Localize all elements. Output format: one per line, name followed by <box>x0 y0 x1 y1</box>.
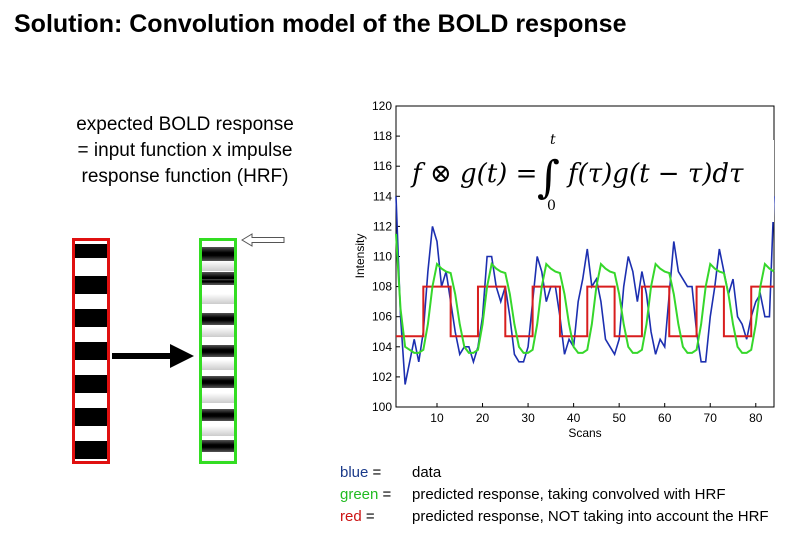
x-tick-label: 10 <box>430 411 444 425</box>
blue-series-line <box>395 196 775 385</box>
x-tick-label: 20 <box>476 411 490 425</box>
y-tick-label: 100 <box>372 400 392 414</box>
legend-equals: = <box>361 508 375 525</box>
input-band <box>75 441 107 459</box>
integral-upper-limit: t <box>550 132 556 148</box>
explanation-line-1: expected BOLD response <box>76 114 294 135</box>
x-tick-label: 60 <box>658 411 672 425</box>
equation-lhs: f ⊗ g(t) = <box>410 159 537 189</box>
hrf-convolved-stimulus <box>199 238 237 464</box>
y-tick-label: 112 <box>373 219 392 233</box>
legend-key: blue = <box>340 462 412 484</box>
x-tick-label: 40 <box>567 411 581 425</box>
y-tick-label: 108 <box>372 280 392 294</box>
input-band <box>75 309 107 327</box>
input-band <box>75 408 107 426</box>
y-tick-label: 106 <box>372 310 392 324</box>
hrf-band <box>202 345 234 357</box>
legend-color-name: red <box>340 508 362 525</box>
hrf-band <box>202 376 234 388</box>
x-axis-label: Scans <box>568 426 601 440</box>
bold-response-chart: 100 102 104 106 108 110 112 114 116 118 120 10 20 30… <box>353 99 775 440</box>
integral-lower-limit: 0 <box>547 198 556 214</box>
input-band <box>75 375 107 393</box>
legend-description: predicted response, NOT taking into acco… <box>412 508 769 525</box>
convolution-equation: f ⊗ g(t) = ∫ t 0 f(τ)g(t − τ)dτ <box>410 132 744 214</box>
hrf-gray-band <box>202 261 234 271</box>
hrf-band <box>202 247 234 261</box>
explanation-text: expected BOLD response = input function … <box>40 112 330 190</box>
input-band <box>75 342 107 360</box>
legend-row: red = predicted response, NOT taking into… <box>340 506 769 528</box>
y-tick-label: 102 <box>372 370 392 384</box>
legend-row: blue = data <box>340 462 769 484</box>
y-tick-label: 104 <box>372 340 392 354</box>
input-function-stimulus <box>72 238 110 464</box>
y-tick-label: 116 <box>373 159 392 173</box>
explanation-line-3: response function (HRF) <box>81 166 289 187</box>
green-series-line <box>395 233 775 354</box>
legend-row: green = predicted response, taking convol… <box>340 484 769 506</box>
hrf-gray-band <box>202 327 234 337</box>
integral-sign: ∫ <box>537 152 560 203</box>
slide-title: Solution: Convolution model of the BOLD … <box>14 10 627 38</box>
y-tick-label: 110 <box>373 250 392 264</box>
legend-description: predicted response, taking convolved wit… <box>412 486 726 503</box>
legend-key: red = <box>340 506 412 528</box>
hrf-band <box>202 313 234 325</box>
y-tick-label: 118 <box>373 129 392 143</box>
hrf-gray-band <box>202 360 234 370</box>
pointer-arrow <box>241 233 285 247</box>
legend-key: green = <box>340 484 412 506</box>
y-tick-label: 120 <box>372 99 392 113</box>
x-tick-label: 30 <box>521 411 535 425</box>
legend-equals: = <box>378 486 392 503</box>
hrf-gray-band <box>202 393 234 403</box>
equation-integrand: f(τ)g(t − τ)dτ <box>566 159 744 189</box>
red-series-line <box>396 285 774 338</box>
explanation-line-2: = input function x impulse <box>77 140 293 161</box>
legend: blue = data green = predicted response, tak… <box>340 462 769 528</box>
y-axis-label: Intensity <box>353 234 367 279</box>
x-tick-label: 50 <box>612 411 626 425</box>
input-band <box>75 244 107 258</box>
legend-equals: = <box>368 464 382 481</box>
hrf-band <box>202 440 234 452</box>
hrf-gray-band <box>202 459 234 461</box>
y-tick-label: 114 <box>373 189 392 203</box>
x-tick-label: 70 <box>704 411 718 425</box>
hrf-band <box>202 279 234 284</box>
hrf-gray-band <box>202 294 234 304</box>
hrf-band <box>202 409 234 421</box>
legend-color-name: green <box>340 486 379 503</box>
x-tick-label: 80 <box>749 411 763 425</box>
legend-color-name: blue <box>340 464 369 481</box>
input-band <box>75 276 107 294</box>
hrf-gray-band <box>202 426 234 436</box>
convolution-arrow <box>112 344 194 368</box>
legend-description: data <box>412 464 442 481</box>
